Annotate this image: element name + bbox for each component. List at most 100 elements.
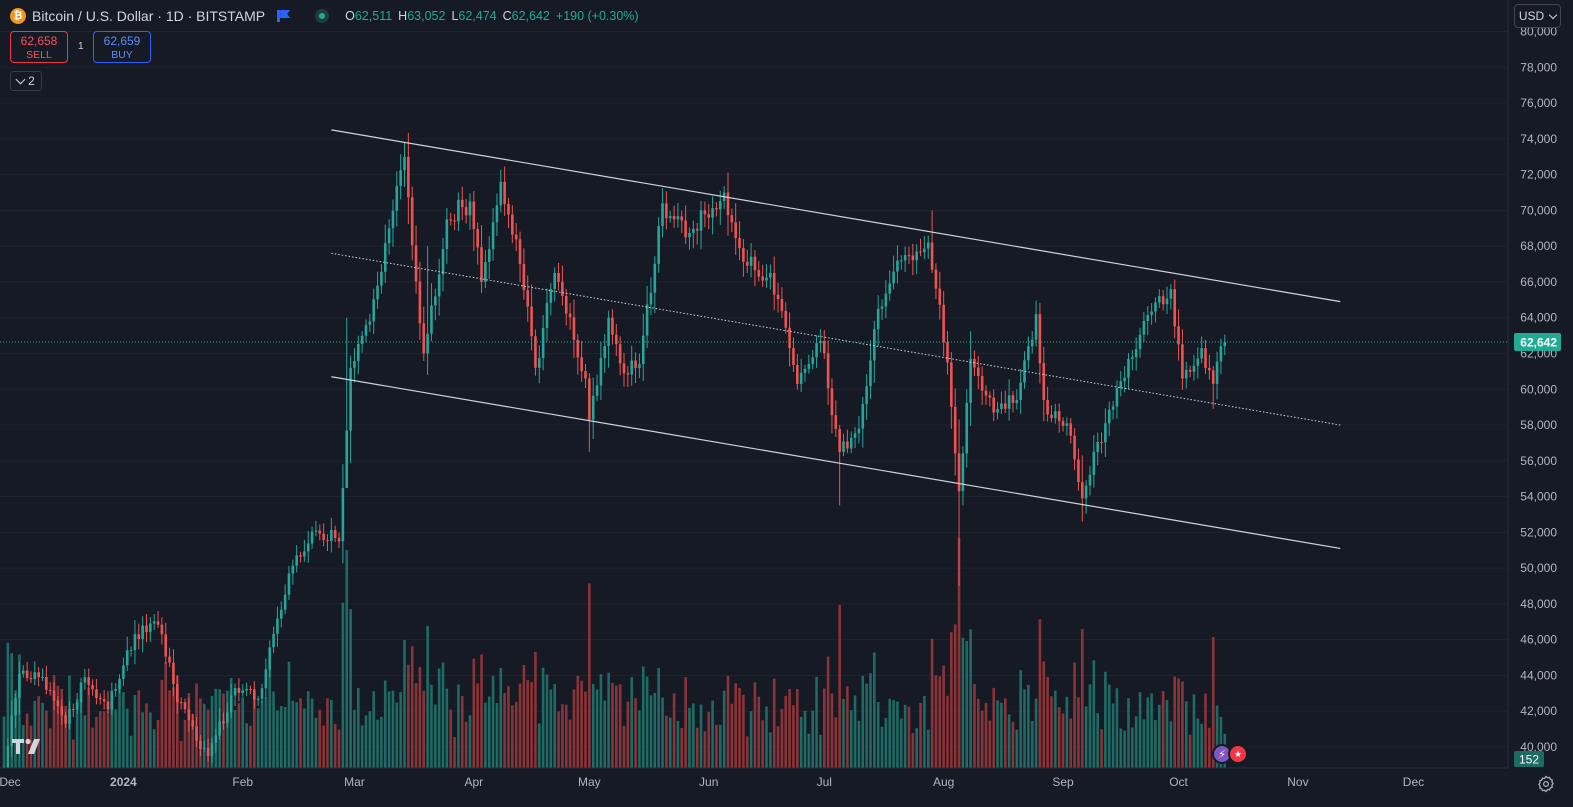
candle-body — [707, 214, 711, 218]
volume-bar — [333, 723, 337, 768]
candle-body — [37, 672, 40, 678]
indicators-toggle-button[interactable]: 2 — [10, 71, 42, 91]
candle-body — [218, 721, 221, 736]
volume-bar — [480, 654, 483, 768]
candle-body — [884, 293, 888, 307]
candle-body — [568, 313, 572, 318]
volume-bar — [249, 725, 252, 768]
volume-bar — [1050, 696, 1053, 768]
volume-bar — [873, 652, 876, 768]
price-tick-label: 44,000 — [1520, 668, 1557, 682]
volume-bar — [711, 700, 714, 768]
candle-body — [742, 248, 745, 262]
candle-body — [137, 634, 141, 640]
candle-body — [1196, 358, 1200, 366]
volume-bar — [1096, 713, 1099, 768]
volume-bar — [449, 709, 453, 768]
time-tick-label: Jul — [817, 775, 832, 789]
volume-bar — [391, 690, 395, 768]
volume-bar — [41, 702, 44, 768]
candle-body — [179, 702, 183, 704]
candle-body — [1034, 314, 1038, 340]
volume-bar — [14, 690, 17, 768]
candle-body — [753, 256, 757, 271]
buy-button[interactable]: 62,659 BUY — [93, 31, 151, 63]
volume-bar — [1169, 721, 1173, 768]
candle-body — [164, 634, 168, 657]
candle-body — [507, 203, 510, 215]
time-tick-label: Sep — [1052, 775, 1074, 789]
volume-bar — [1173, 676, 1177, 768]
volume-bar — [52, 675, 56, 768]
candle-body — [788, 327, 791, 349]
volume-bar — [1204, 693, 1207, 768]
volume-bar — [595, 689, 599, 768]
volume-bar — [1023, 689, 1026, 768]
time-tick-label: Feb — [232, 775, 253, 789]
candle-body — [287, 573, 291, 595]
symbol-title[interactable]: Bitcoin / U.S. Dollar · 1D · BITSTAMP — [32, 8, 266, 24]
volume-bar — [861, 675, 865, 768]
volume-bar — [152, 729, 156, 768]
volume-bar — [345, 550, 349, 768]
volume-bar — [1142, 719, 1146, 768]
events-indicator[interactable]: ⚡ ★ — [1212, 744, 1248, 764]
candle-body — [206, 747, 210, 756]
candle-body — [41, 677, 44, 679]
volume-bar — [1000, 702, 1003, 768]
candle-body — [911, 255, 915, 261]
candle-body — [1158, 296, 1161, 303]
volume-bar — [973, 683, 976, 768]
volume-bar — [657, 667, 660, 768]
candle-body — [268, 647, 272, 670]
volume-bar — [984, 702, 988, 768]
volume-bar — [1107, 684, 1111, 768]
volume-bar — [742, 694, 745, 768]
volume-bar — [33, 700, 37, 768]
volume-bar — [830, 693, 834, 768]
sell-button[interactable]: 62,658 SELL — [10, 31, 68, 63]
candle-body — [653, 263, 657, 293]
currency-label: USD — [1518, 9, 1545, 23]
volume-bar — [961, 637, 965, 768]
candle-body — [472, 201, 476, 229]
candle-body — [368, 321, 372, 325]
grid — [0, 31, 1508, 748]
volume-bar — [75, 699, 79, 768]
candle-body — [780, 299, 784, 312]
price-tick-label: 56,000 — [1520, 454, 1557, 468]
candle-body — [899, 260, 903, 262]
candle-body — [229, 695, 233, 713]
price-tick-label: 58,000 — [1520, 418, 1557, 432]
volume-bar — [141, 712, 144, 768]
volume-bar — [1092, 660, 1096, 768]
candle-body — [561, 281, 564, 297]
currency-select[interactable]: USD — [1514, 4, 1561, 28]
settings-icon[interactable] — [1537, 775, 1555, 793]
volume-bar — [953, 624, 957, 768]
candle-body — [318, 530, 322, 534]
candle-body — [118, 678, 121, 689]
volume-bar — [395, 702, 399, 768]
volume-bar — [911, 733, 915, 768]
volume-bar — [853, 695, 857, 768]
volume-badge — [1514, 751, 1544, 767]
time-tick-label: Mar — [344, 775, 365, 789]
candle-body — [537, 358, 541, 368]
candle-body — [873, 329, 876, 361]
volume-bar — [707, 711, 711, 768]
candle-body — [876, 308, 880, 330]
flag-icon[interactable] — [277, 10, 291, 22]
candle-body — [98, 697, 102, 700]
volume-bar — [849, 710, 853, 768]
tradingview-logo-icon[interactable] — [12, 736, 46, 756]
candle-body — [938, 288, 942, 305]
volume-bar — [599, 674, 603, 768]
volume-bar — [572, 689, 576, 768]
volume-bar — [765, 706, 768, 768]
us-flag-event-icon[interactable]: ★ — [1228, 744, 1248, 764]
candle-body — [977, 367, 980, 376]
price-tick-label: 60,000 — [1520, 382, 1557, 396]
